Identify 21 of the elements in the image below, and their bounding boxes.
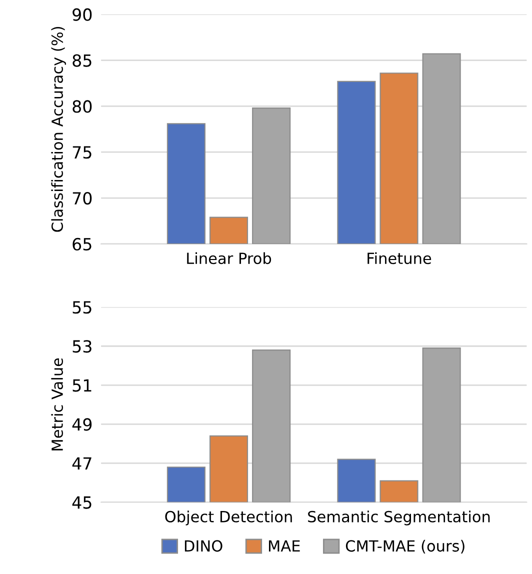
- legend-label: MAE: [268, 540, 300, 552]
- y-tick-label: 45: [72, 496, 92, 509]
- x-tick-label: Linear Prob: [187, 252, 272, 264]
- y-tick-label: 75: [72, 146, 92, 159]
- y-tick-label: 80: [72, 100, 92, 113]
- legend-label: DINO: [184, 540, 222, 552]
- legend-label: CMT-MAE (ours): [346, 540, 464, 554]
- x-tick-label: Object Detection: [165, 510, 292, 526]
- y-axis-title: Metric Value: [51, 358, 64, 450]
- y-tick-label: 47: [72, 457, 92, 470]
- y-axis-title: Classification Accuracy (%): [51, 26, 66, 232]
- y-tick-label: 65: [72, 238, 92, 251]
- y-tick-label: 51: [72, 379, 92, 392]
- y-tick-label: 70: [72, 192, 92, 205]
- y-tick-label: 90: [72, 8, 92, 21]
- y-tick-label: 85: [72, 54, 92, 67]
- y-tick-label: 49: [72, 418, 92, 431]
- y-tick-label: 53: [72, 340, 92, 353]
- x-tick-label: Finetune: [368, 252, 432, 264]
- x-tick-label: Semantic Segmentation: [308, 510, 490, 526]
- y-tick-label: 55: [72, 301, 92, 314]
